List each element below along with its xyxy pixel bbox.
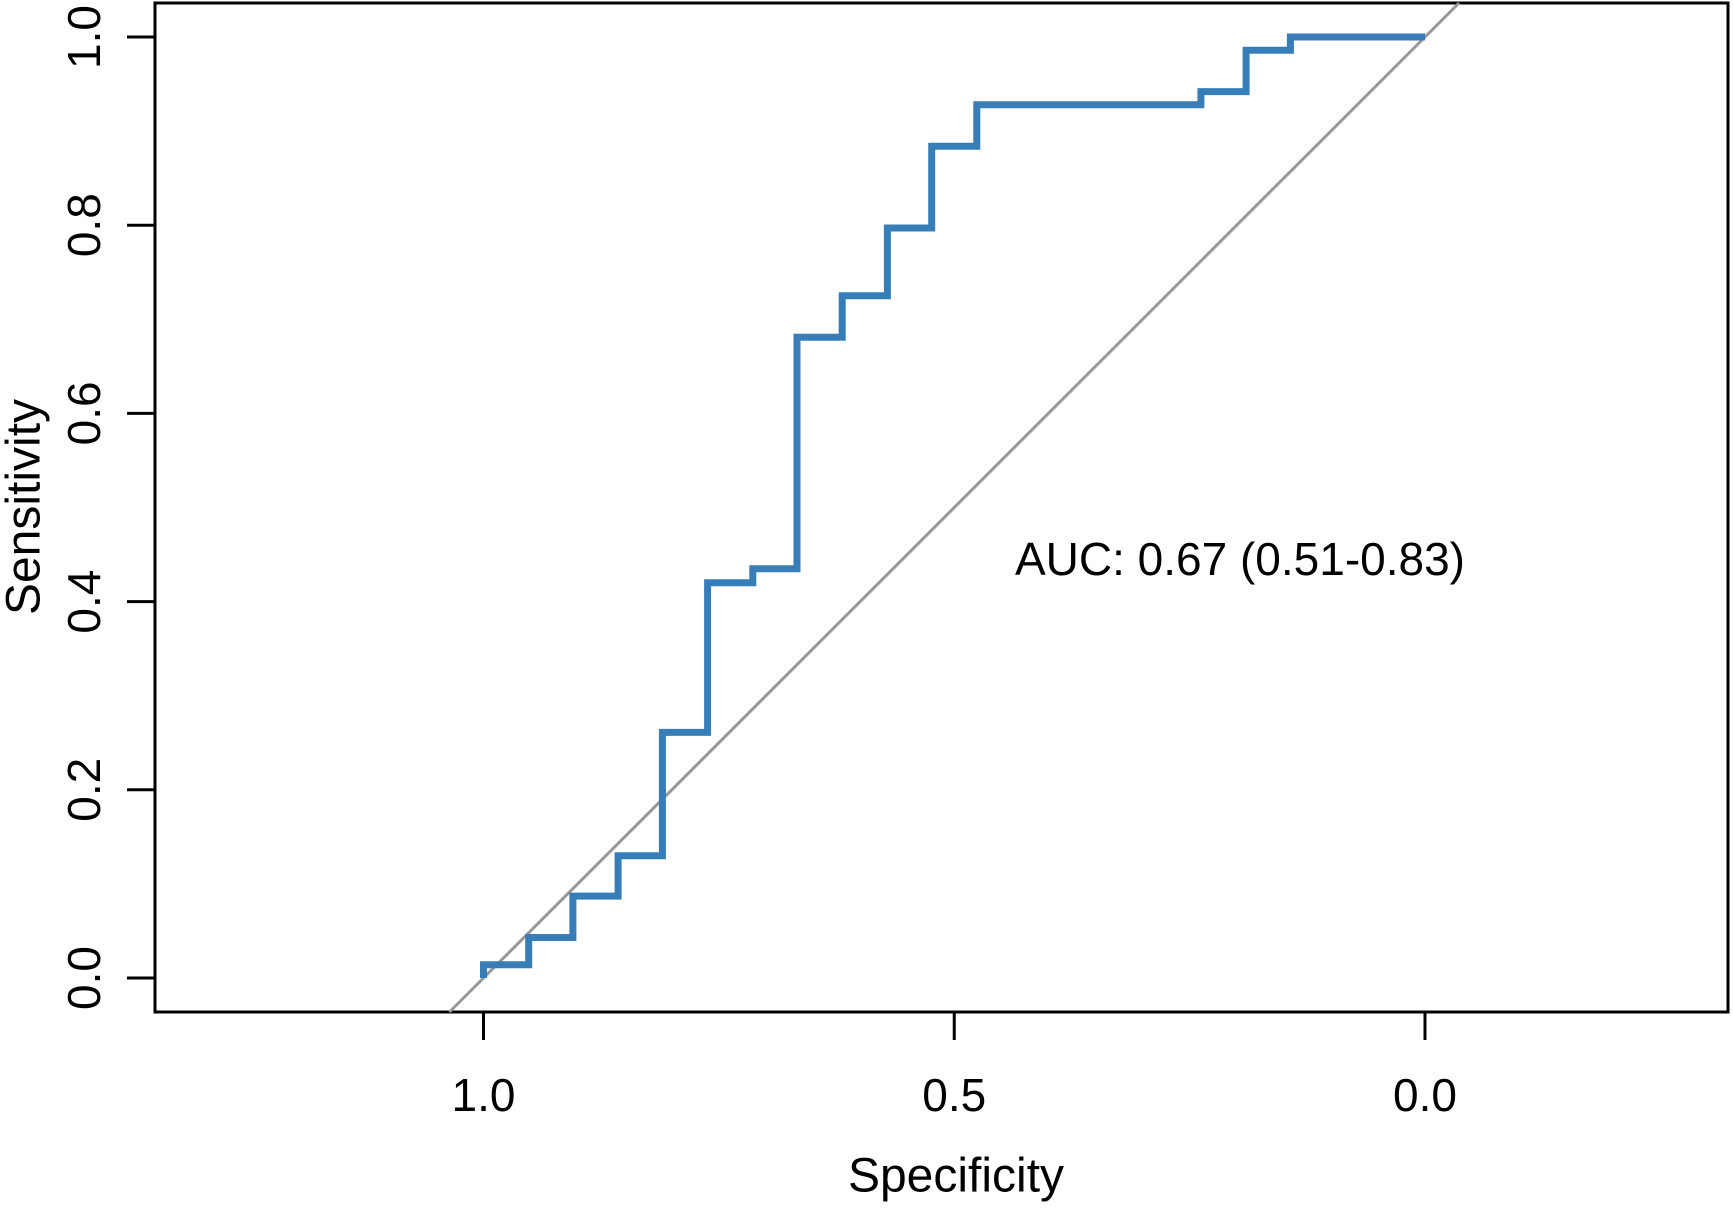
y-tick-label: 0.8: [58, 193, 110, 257]
y-tick-label: 0.2: [58, 758, 110, 822]
x-tick-label: 0.0: [1393, 1069, 1457, 1121]
chance-diagonal-line: [448, 1, 1461, 1014]
y-tick-label: 0.0: [58, 946, 110, 1010]
plot-border: [153, 1, 1730, 1014]
auc-annotation: AUC: 0.67 (0.51-0.83): [1015, 533, 1465, 585]
x-axis-title: Specificity: [848, 1150, 1064, 1203]
y-axis-title: Sensitivity: [0, 399, 51, 615]
y-tick-label: 0.4: [58, 570, 110, 634]
x-tick-label: 1.0: [452, 1069, 516, 1121]
y-tick-label: 0.6: [58, 381, 110, 445]
y-tick-label: 1.0: [58, 5, 110, 69]
roc-curve: [480, 33, 1425, 978]
x-tick-label: 0.5: [922, 1069, 986, 1121]
